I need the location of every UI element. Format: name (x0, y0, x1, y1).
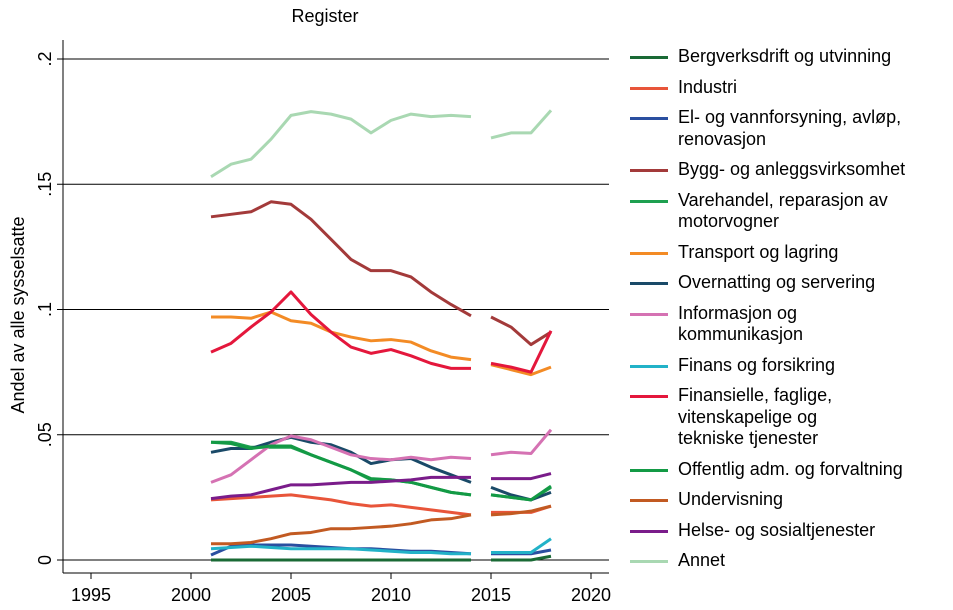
series-line (210, 440, 552, 502)
legend-swatch (630, 86, 668, 90)
x-tick-label: 2010 (371, 585, 411, 605)
x-tick-label: 2000 (171, 585, 211, 605)
series-line (210, 200, 552, 347)
y-tick-label: .1 (35, 302, 55, 317)
x-tick-label: 2020 (571, 585, 611, 605)
legend-label: Helse- og sosialtjenester (678, 519, 876, 540)
legend-label: Transport og lagring (678, 241, 839, 262)
legend-label: Annet (678, 550, 726, 570)
series-line (210, 109, 553, 179)
series-line (211, 554, 552, 562)
legend-swatch (630, 56, 668, 59)
x-tick-label: 1995 (71, 585, 111, 605)
legend-swatch (630, 468, 668, 472)
legend-swatch (630, 364, 668, 368)
legend-label: Industri (678, 76, 738, 97)
series-line (210, 428, 553, 484)
y-tick-label: .15 (35, 172, 55, 197)
series-line (211, 310, 552, 377)
legend-swatch (630, 312, 668, 316)
legend-swatch (630, 282, 668, 285)
y-tick-label: .05 (35, 422, 55, 447)
legend-label: Bygg- og anleggsvirksomhet (678, 159, 906, 179)
legend-label: Informasjon og kommunikasjon (678, 302, 804, 345)
legend-swatch (630, 117, 668, 120)
legend-label: Undervisning (678, 489, 784, 509)
legend-swatch (630, 251, 668, 255)
legend-swatch (630, 169, 668, 172)
legend-swatch (630, 529, 668, 533)
legend-label: Finans og forsikring (678, 354, 836, 375)
legend-label: Varehandel, reparasjon av motorvogner (678, 189, 888, 232)
legend-swatch (630, 395, 668, 398)
chart-title: Register (291, 6, 358, 26)
y-tick-label: .2 (35, 51, 55, 66)
y-axis-label: Andel av alle sysselsatte (8, 216, 28, 413)
legend-label: Overnatting og servering (678, 272, 876, 292)
legend-label: Finansielle, faglige, vitenskapelige og … (678, 385, 833, 448)
legend-label: Bergverksdrift og utvinning (678, 46, 892, 66)
legend-label: Offentlig adm. og forvaltning (678, 458, 903, 479)
legend-label: El- og vannforsyning, avløp, renovasjon (678, 107, 902, 149)
x-tick-label: 2005 (271, 585, 311, 605)
legend-swatch (630, 199, 668, 203)
legend-swatch (630, 560, 668, 563)
y-tick-label: 0 (35, 555, 55, 565)
series-line (210, 290, 553, 374)
series-line (210, 472, 552, 501)
legend-swatch (630, 499, 668, 502)
series-line (210, 493, 552, 517)
series-line (210, 537, 552, 556)
x-tick-label: 2015 (471, 585, 511, 605)
series-line (211, 504, 552, 546)
